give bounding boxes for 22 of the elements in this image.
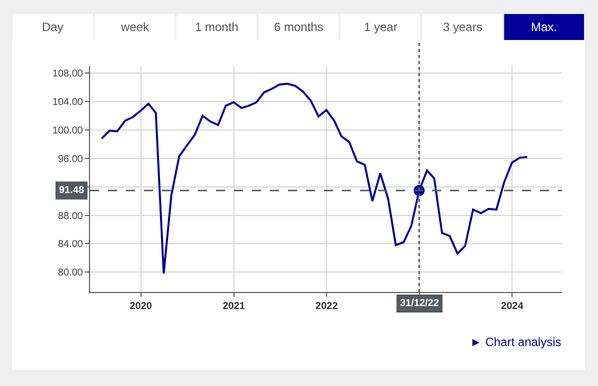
text: 1 year [364, 20, 398, 34]
line-series [100, 82, 528, 275]
x-tick-label: 2020 [130, 301, 152, 312]
text: ► Chart analysis [470, 335, 562, 349]
y-tick-label: 108.00 [52, 68, 84, 80]
y-tick-label: 100.00 [52, 125, 84, 136]
y-tick-label: 80.00 [58, 268, 84, 279]
y-tick-label: 88.00 [58, 210, 84, 222]
text: Day [42, 20, 64, 34]
x-tick-label: 2021 [222, 301, 246, 312]
text: 6 months [274, 20, 324, 34]
x-tick-label: 2022 [316, 301, 338, 312]
ref-line-label: 31/12/22 [400, 298, 440, 309]
y-tick-label: 104.00 [52, 97, 84, 108]
y-tick-label: 84.00 [58, 239, 84, 250]
text: Max. [531, 20, 558, 34]
x-tick-label: 2024 [501, 301, 524, 312]
text: 1 month [195, 20, 238, 34]
text: week [120, 20, 150, 34]
text: 3 years [443, 20, 482, 34]
ref-line-label: 91.48 [59, 185, 84, 196]
y-tick-label: 96.00 [58, 154, 84, 165]
